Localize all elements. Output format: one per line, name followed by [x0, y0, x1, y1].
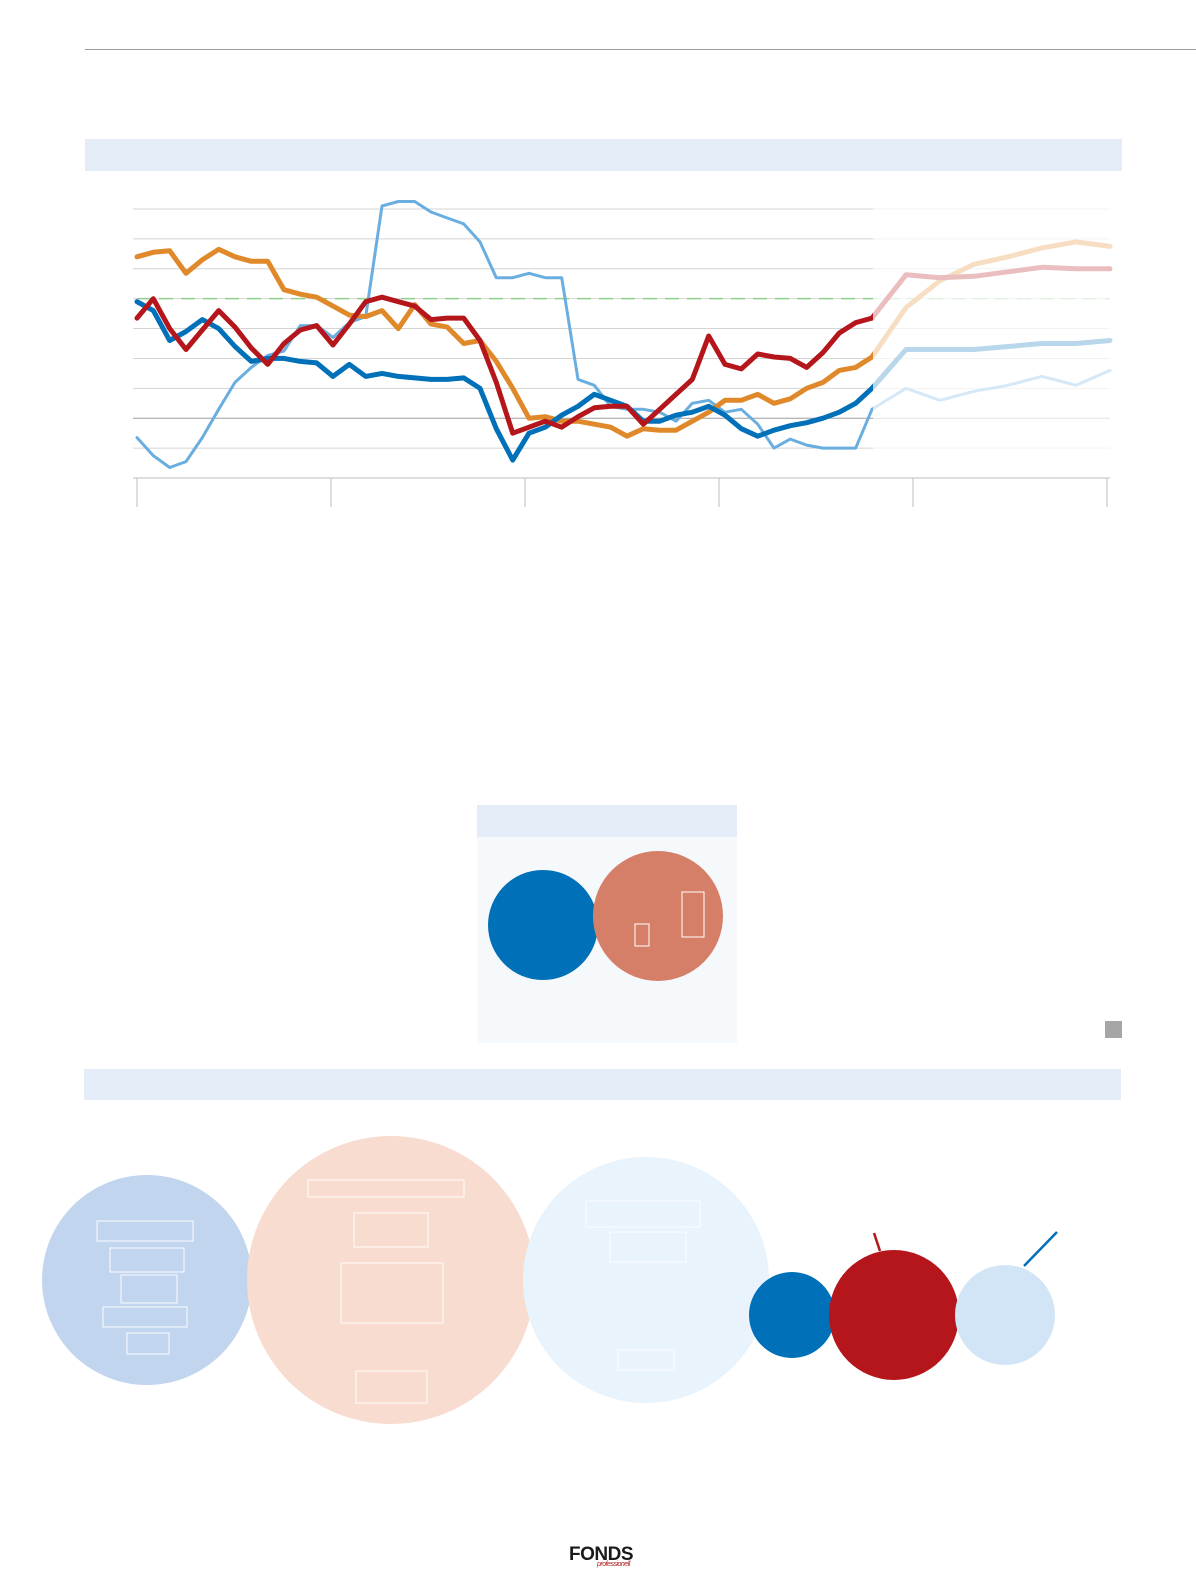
x-axis — [133, 477, 1110, 507]
bubble-5 — [955, 1265, 1055, 1365]
leader-line — [872, 1232, 882, 1252]
forecast-shade — [873, 195, 1123, 495]
bubble-chart-title-band — [84, 1069, 1121, 1100]
bubble-label-box — [355, 1370, 428, 1404]
legend-square — [1105, 1021, 1122, 1038]
bubble-label-box — [617, 1349, 675, 1371]
series-line-0 — [135, 200, 874, 469]
small-bubble-chart — [488, 851, 723, 981]
bubble-label-box — [340, 1262, 444, 1324]
bubble-label-box — [126, 1332, 170, 1355]
leader-line — [1023, 1231, 1058, 1267]
bubble-label-box — [585, 1200, 701, 1228]
bubble-2 — [523, 1157, 769, 1403]
series-line-2 — [134, 299, 875, 463]
bubble-label-box — [307, 1179, 465, 1198]
logo-text: FONDS — [569, 1544, 634, 1565]
bubble-1 — [247, 1136, 535, 1424]
fonds-logo: FONDS professionell — [569, 1544, 639, 1568]
bubble-label-box — [634, 923, 650, 947]
chart-title-band — [85, 139, 1122, 171]
small-bubble-panel-title — [477, 805, 737, 837]
bubble-label-box — [681, 891, 705, 938]
top-rule — [85, 49, 1196, 50]
bubble-1 — [593, 851, 723, 981]
bubble-label-box — [96, 1220, 194, 1242]
bubble-label-box — [353, 1212, 429, 1248]
bubble-0 — [488, 870, 598, 980]
bubble-0 — [42, 1175, 252, 1385]
series-line-1 — [134, 246, 875, 439]
bubble-3 — [749, 1272, 835, 1358]
bubble-chart — [42, 1136, 1058, 1424]
series-line-3 — [134, 294, 875, 436]
bubble-4 — [829, 1250, 959, 1380]
bubble-label-box — [102, 1306, 188, 1328]
bubble-label-box — [609, 1231, 687, 1263]
bubble-label-box — [120, 1274, 178, 1304]
forecast-fade — [873, 195, 1123, 495]
bubble-label-box — [109, 1247, 185, 1273]
logo-subtitle: professionell — [597, 1561, 630, 1568]
